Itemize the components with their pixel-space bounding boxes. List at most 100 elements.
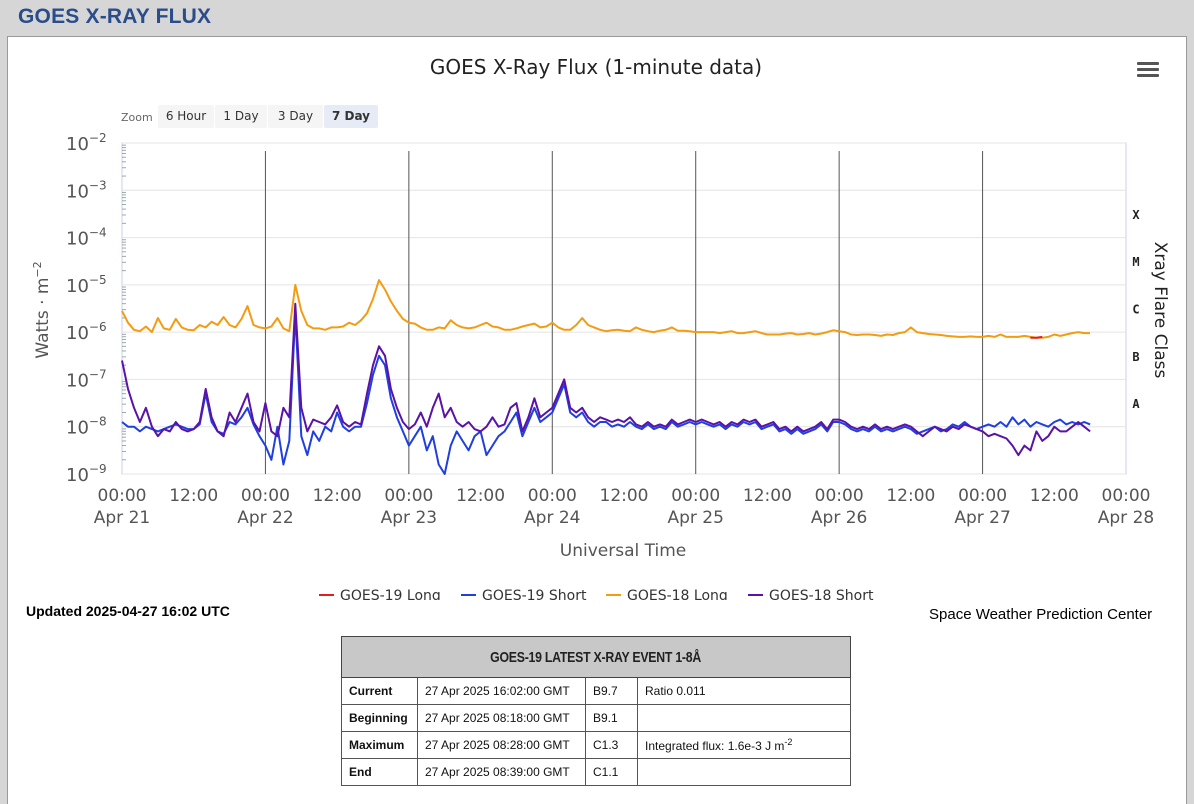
y-tick-label: 10−3 [66,178,107,202]
right-axis-title: Xray Flare Class [1150,242,1170,379]
chart-title: GOES X-Ray Flux (1-minute data) [430,55,762,79]
legend-label: GOES-19 Short [482,588,587,600]
x-tick-date: Apr 28 [1098,508,1154,528]
row-label: Current [341,677,418,705]
legend-label: GOES-19 Long [340,588,441,600]
y-axis-title: Watts · m−2 [31,261,53,358]
series-line-goes-19-short [121,312,1091,475]
table-row: Beginning 27 Apr 2025 08:18:00 GMT B9.1 [341,704,851,732]
zoom-button-label[interactable]: 3 Day [278,109,313,123]
x-tick-label: 12:00 [313,486,362,506]
integrated-flux-text: Integrated flux: 1.6e-3 J m [645,739,785,753]
legend-item[interactable]: GOES-18 Long [606,588,728,600]
flare-class-x: X [1132,208,1140,222]
svg-text:10−2: 10−2 [66,131,107,155]
event-table-title: GOES-19 LATEST X-RAY EVENT 1-8Å [341,636,851,678]
zoom-button-6-hour[interactable] [158,105,214,128]
x-tick-time: 12:00 [1030,486,1079,506]
updated-timestamp: Updated 2025-04-27 16:02 UTC [26,603,230,619]
legend-item[interactable]: GOES-19 Long [319,588,441,600]
chart-legend: GOES-19 Long GOES-19 Short GOES-18 Long GOE… [319,588,874,600]
svg-text:10−6: 10−6 [66,320,107,344]
row-note [637,704,851,732]
row-label: Maximum [341,731,418,759]
x-tick-time: 12:00 [169,486,218,506]
x-tick-time: 00:00 [958,486,1007,506]
x-tick-label: 12:00 [456,486,505,506]
credit-text: Space Weather Prediction Center [929,606,1153,623]
x-tick-time: 00:00 [815,486,864,506]
x-tick-date: Apr 22 [237,508,293,528]
x-tick-date: Apr 23 [381,508,437,528]
x-tick-time: 12:00 [456,486,505,506]
x-tick-time: 00:00 [1102,486,1151,506]
svg-text:10−8: 10−8 [66,415,107,439]
row-time: 27 Apr 2025 08:39:00 GMT [417,758,586,786]
flare-class-c: C [1132,303,1139,317]
zoom-button-7-day[interactable] [324,105,378,128]
x-axis-title: Universal Time [560,541,686,561]
x-tick-date: Apr 25 [667,508,723,528]
row-time: 27 Apr 2025 08:28:00 GMT [417,731,586,759]
x-tick-label: 12:00 [886,486,935,506]
y-tick-label: 10−4 [66,226,107,250]
plot-area [121,142,1127,475]
x-tick-time: 12:00 [313,486,362,506]
x-tick-time: 00:00 [384,486,433,506]
series-line-goes-18-long [121,279,1091,339]
row-class: C1.3 [585,731,638,759]
y-tick-label: 10−2 [66,131,107,155]
zoom-controls: Zoom 6 Hour 1 Day 3 Day 7 Day [121,105,378,128]
x-tick-time: 12:00 [886,486,935,506]
row-time: 27 Apr 2025 08:18:00 GMT [417,704,586,732]
y-tick-label: 10−8 [66,415,107,439]
series-line-goes-19-long [1030,335,1043,339]
hamburger-menu-icon[interactable] [1137,60,1159,80]
x-tick-label: 12:00 [743,486,792,506]
zoom-button-1-day[interactable] [215,105,267,128]
legend-item[interactable]: GOES-19 Short [461,588,587,600]
zoom-label: Zoom [121,111,153,124]
x-tick-time: 00:00 [671,486,720,506]
x-tick-time: 00:00 [98,486,147,506]
legend-label: GOES-18 Long [627,588,728,600]
flare-class-a: A [1132,397,1140,411]
y-minor-ticks [122,144,126,461]
legend-item[interactable]: GOES-18 Short [748,588,874,600]
latest-event-table: GOES-19 LATEST X-RAY EVENT 1-8Å Current … [341,636,851,786]
x-tick-date: Apr 24 [524,508,580,528]
zoom-button-label[interactable]: 7 Day [332,109,370,123]
page-title: GOES X-RAY FLUX [18,5,212,28]
zoom-button-3-day[interactable] [268,105,323,128]
flare-class-b: B [1132,350,1139,364]
svg-text:10−5: 10−5 [66,273,107,297]
page-header: GOES X-RAY FLUX [0,0,1194,36]
y-tick-label: 10−6 [66,320,107,344]
x-tick-date: Apr 27 [954,508,1010,528]
y-tick-label: 10−5 [66,273,107,297]
svg-text:10−7: 10−7 [66,367,107,391]
table-row: End 27 Apr 2025 08:39:00 GMT C1.1 [341,758,851,786]
x-tick-time: 00:00 [528,486,577,506]
table-row: Current 27 Apr 2025 16:02:00 GMT B9.7 Ra… [341,677,851,705]
x-tick-label: 12:00 [600,486,649,506]
zoom-button-label[interactable]: 1 Day [223,109,258,123]
row-note [637,758,851,786]
row-class: B9.1 [585,704,638,732]
xray-flux-chart: GOES X-Ray Flux (1-minute data) Zoom 6 Hou… [31,55,1170,600]
row-class: B9.7 [585,677,638,705]
zoom-button-label[interactable]: 6 Hour [166,109,206,123]
x-tick-time: 12:00 [743,486,792,506]
integrated-flux-unit-sup: -2 [784,737,793,747]
svg-text:10−9: 10−9 [66,462,107,486]
row-class: C1.1 [585,758,638,786]
x-tick-time: 00:00 [241,486,290,506]
table-row: Maximum 27 Apr 2025 08:28:00 GMT C1.3 In… [341,731,851,759]
row-note: Integrated flux: 1.6e-3 J m-2 [637,731,851,759]
